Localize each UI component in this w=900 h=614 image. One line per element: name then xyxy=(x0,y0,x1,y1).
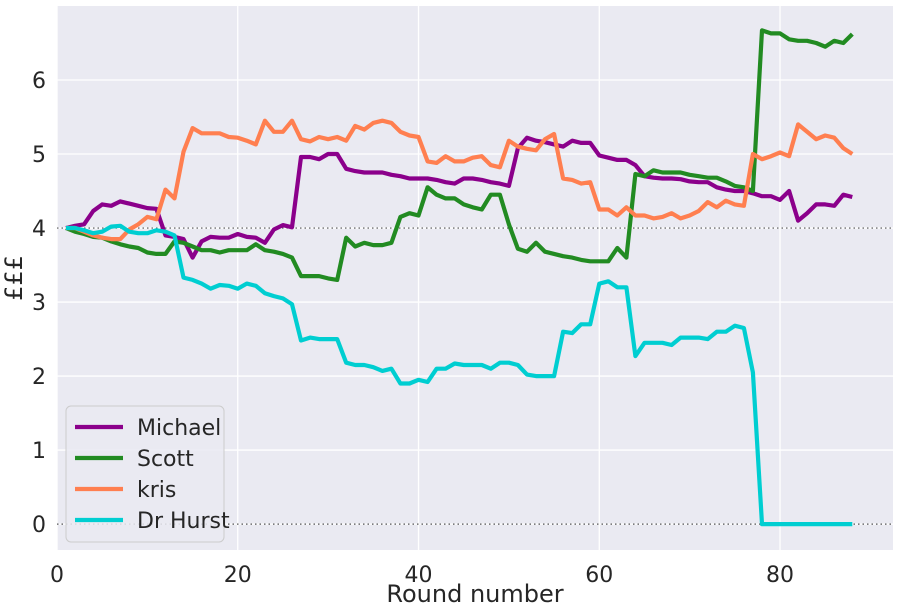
y-tick-labels: 0 1 2 3 4 5 6 xyxy=(32,69,46,538)
y-tick-label: 5 xyxy=(32,143,46,168)
y-tick-label: 4 xyxy=(32,217,46,242)
legend-box xyxy=(65,405,225,543)
series-line-kris xyxy=(66,118,854,242)
legend: Michael Scott kris Dr Hurst xyxy=(65,405,230,543)
x-tick-label: 60 xyxy=(585,563,613,588)
x-tick-label: 20 xyxy=(224,563,252,588)
series-line-dr-hurst xyxy=(66,223,853,527)
y-tick-label: 6 xyxy=(32,69,46,94)
x-tick-label: 40 xyxy=(405,563,433,588)
y-tick-label: 2 xyxy=(32,365,46,390)
series-lines xyxy=(65,28,854,527)
legend-label-kris: kris xyxy=(137,478,176,503)
legend-label-michael: Michael xyxy=(137,416,221,441)
x-tick-labels: 0 20 40 60 80 xyxy=(50,563,794,588)
legend-label-dr-hurst: Dr Hurst xyxy=(137,509,230,534)
x-tick-label: 80 xyxy=(766,563,794,588)
legend-label-scott: Scott xyxy=(137,447,194,472)
y-tick-label: 3 xyxy=(32,291,46,316)
y-tick-label: 0 xyxy=(32,513,46,538)
y-axis-label: £££ xyxy=(0,255,28,301)
x-axis-label: Round number xyxy=(386,580,563,608)
y-tick-label: 1 xyxy=(32,439,46,464)
series-line-scott xyxy=(65,28,854,282)
x-tick-label: 0 xyxy=(50,563,64,588)
